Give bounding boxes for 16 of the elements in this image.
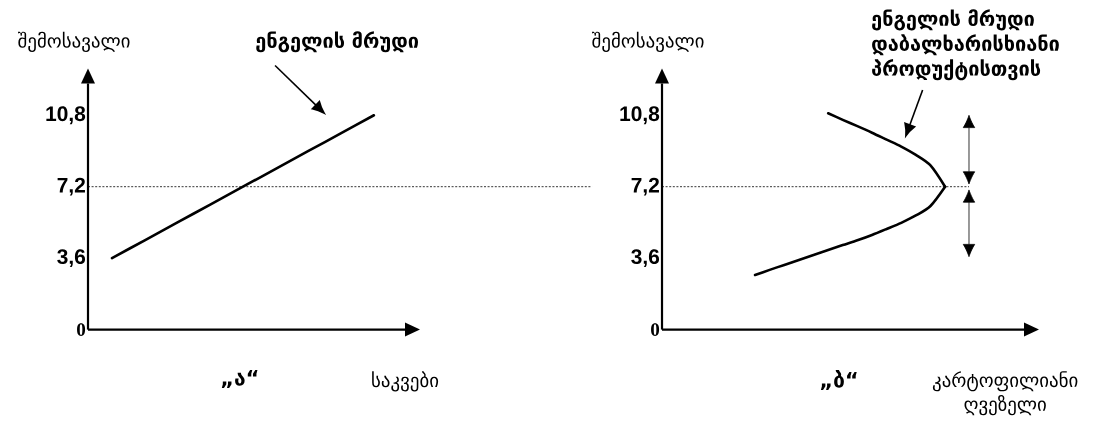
- text: „ბ“: [820, 370, 857, 390]
- y-axis-title: შემოსავალი: [592, 31, 704, 52]
- y-tick-label: 3,6: [631, 249, 660, 268]
- text: „ა“: [221, 370, 258, 388]
- y-axis-title: შემოსავალი: [18, 31, 130, 52]
- y-tick-label: 0: [77, 323, 86, 336]
- y-tick-label: 3,6: [57, 249, 86, 268]
- x-axis-title: საკვები: [372, 371, 439, 392]
- y-tick-label: 7,2: [631, 177, 659, 196]
- x-axis-title: კარტოფილიანი ღვეზელი: [932, 371, 1078, 416]
- text: ენგელის მრუდი: [256, 31, 419, 53]
- y-tick-label: 7,2: [57, 177, 85, 196]
- y-tick-label: 0: [651, 323, 660, 336]
- text: ენგელის მრუდი დაბალხარისხიანი პროდუქტისთვის: [872, 9, 1059, 81]
- y-tick-label: 10,8: [46, 106, 86, 125]
- y-tick-label: 10,8: [620, 106, 660, 125]
